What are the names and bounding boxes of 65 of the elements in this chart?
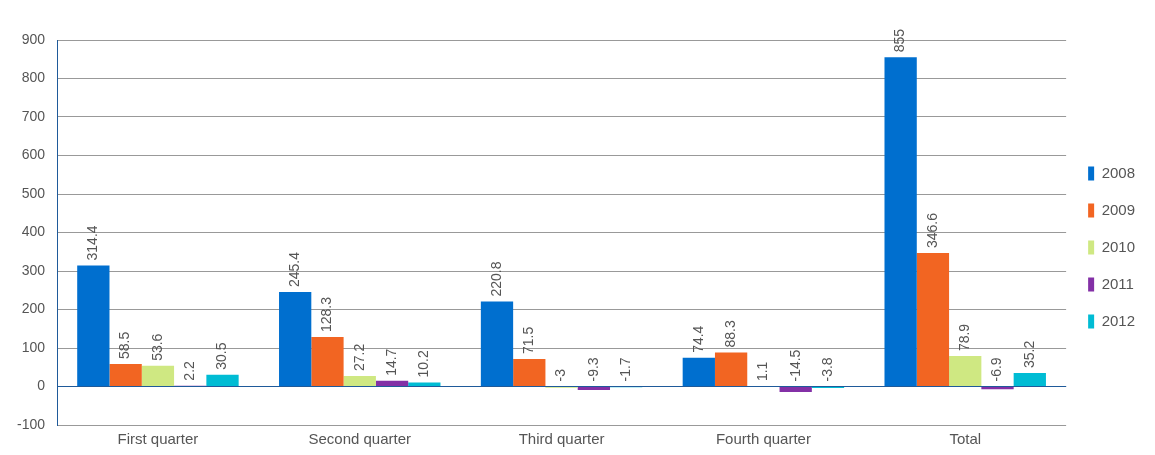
y-tick-label: 300 <box>21 261 46 278</box>
y-tick-label: 700 <box>21 107 46 124</box>
data-label: 71.5 <box>520 326 537 354</box>
y-tick-label: -100 <box>16 415 46 432</box>
bar <box>1013 372 1046 386</box>
bar <box>77 265 110 386</box>
data-label: -9.3 <box>584 357 601 382</box>
data-label: 245.4 <box>286 251 303 288</box>
x-tick-label: First quarter <box>117 430 199 448</box>
data-label: 855 <box>891 28 908 53</box>
bar <box>141 365 175 386</box>
data-label: 128.3 <box>318 296 335 333</box>
data-label: -14.5 <box>786 349 803 382</box>
bar <box>949 356 982 386</box>
data-label: 2.2 <box>181 360 198 381</box>
data-label: 10.2 <box>415 350 432 378</box>
legend-label: 2011 <box>1101 274 1134 292</box>
y-tick-label: 900 <box>21 30 46 47</box>
bar <box>375 380 409 386</box>
legend-label: 2010 <box>1101 237 1136 255</box>
bar <box>513 358 546 386</box>
data-label: 27.2 <box>350 343 367 372</box>
x-tick-label: Third quarter <box>518 430 605 448</box>
bar <box>343 376 376 386</box>
data-label: 58.5 <box>116 331 133 359</box>
bar <box>981 387 1014 390</box>
y-tick-label: 200 <box>21 300 46 317</box>
bar <box>779 387 812 393</box>
data-label: -3.8 <box>818 357 835 382</box>
bar <box>682 357 715 386</box>
bar <box>311 337 344 386</box>
bar <box>206 374 239 386</box>
x-tick-label: Total <box>949 430 982 448</box>
bar <box>109 363 142 386</box>
y-tick-label: 800 <box>21 69 46 86</box>
y-tick-label: 0 <box>37 377 46 394</box>
y-tick-label: 600 <box>21 146 46 163</box>
x-tick-label: Second quarter <box>308 430 412 448</box>
data-label: 314.4 <box>84 225 101 261</box>
bar <box>714 352 748 386</box>
data-label: 1.1 <box>754 361 771 382</box>
bar <box>279 292 312 386</box>
bar <box>884 57 917 386</box>
data-label: -1.7 <box>617 357 634 382</box>
y-tick-label: 400 <box>21 223 46 240</box>
data-label: 30.5 <box>213 342 230 370</box>
bar <box>480 301 514 386</box>
legend-label: 2009 <box>1101 200 1136 218</box>
bar <box>577 387 611 391</box>
data-label: 53.6 <box>148 333 165 361</box>
y-tick-label: 500 <box>21 184 46 201</box>
data-label: 35.2 <box>1020 340 1037 368</box>
data-label: 74.4 <box>689 325 706 353</box>
data-label: -6.9 <box>988 357 1005 382</box>
x-tick-label: Fourth quarter <box>715 430 811 448</box>
data-label: 88.3 <box>721 320 738 348</box>
data-label: 346.6 <box>923 212 940 249</box>
data-label: -3 <box>552 368 569 382</box>
legend-label: 2012 <box>1101 311 1136 329</box>
legend-label: 2008 <box>1101 163 1136 181</box>
bar <box>916 253 950 386</box>
data-label: 220.8 <box>487 261 504 297</box>
y-tick-label: 100 <box>21 338 46 355</box>
data-label: 78.9 <box>956 323 973 352</box>
data-label: 14.7 <box>382 348 399 376</box>
